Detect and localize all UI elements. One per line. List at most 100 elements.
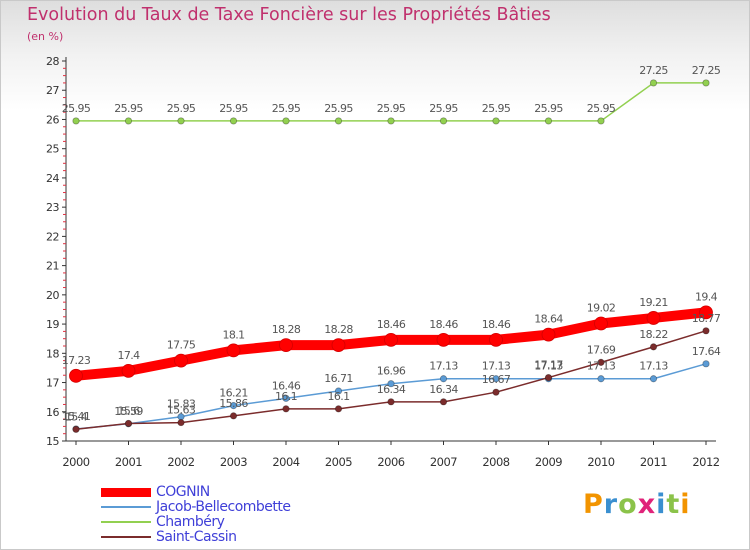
data-point	[121, 363, 136, 378]
data-point	[334, 387, 343, 395]
data-label: 17.75	[167, 339, 196, 352]
data-point	[69, 368, 83, 383]
y-tick-label: 18	[46, 347, 59, 360]
x-tick-label: 2001	[115, 455, 142, 469]
data-label: 17.13	[429, 360, 458, 373]
data-point	[649, 375, 658, 383]
data-label: 25.95	[167, 102, 196, 115]
data-label: 19.21	[639, 296, 668, 309]
data-point	[594, 316, 608, 331]
data-label: 16.67	[482, 373, 511, 386]
data-point	[334, 405, 343, 413]
data-point	[597, 117, 605, 125]
data-label: 18.46	[429, 318, 458, 331]
data-label: 17.4	[117, 349, 140, 362]
legend-label: Jacob-Bellecombette	[156, 499, 291, 515]
data-point	[226, 343, 241, 358]
data-point	[124, 419, 133, 428]
data-label: 19.4	[695, 290, 718, 303]
data-point	[334, 117, 343, 125]
data-label: 16.1	[327, 390, 349, 403]
legend-swatch	[101, 487, 151, 497]
data-label: 25.95	[377, 102, 406, 115]
data-label: 25.95	[114, 102, 143, 115]
data-point	[436, 332, 451, 347]
data-point	[649, 343, 658, 351]
data-label: 18.46	[482, 318, 511, 331]
data-point	[174, 353, 188, 368]
y-axis-unit-label: (en %)	[27, 30, 64, 43]
data-point	[282, 394, 290, 402]
data-label: 25.95	[482, 102, 511, 115]
y-tick-label: 15	[46, 435, 59, 448]
line-chart: 15 16 17 18 19 20 21 22 23 24 25 26 27 28 2000 2001 2002…	[46, 55, 721, 469]
data-label: 15.59	[114, 405, 143, 418]
data-label: 17.13	[534, 360, 563, 373]
data-label: 27.25	[639, 64, 668, 77]
x-tick-label: 2003	[220, 455, 247, 469]
data-point	[124, 117, 133, 125]
legend-swatch	[101, 506, 151, 508]
legend-swatch	[101, 536, 151, 538]
data-point	[544, 117, 553, 125]
legend-swatch	[101, 521, 151, 523]
data-point	[387, 380, 395, 388]
y-tick-label: 16	[46, 406, 59, 419]
data-label: 17.13	[482, 360, 511, 373]
data-label: 17.23	[62, 354, 91, 367]
data-label: 18.77	[692, 312, 721, 325]
x-tick-label: 2010	[587, 455, 614, 469]
x-tick-label: 2007	[430, 455, 457, 469]
data-point	[597, 375, 605, 383]
data-label: 18.46	[377, 318, 406, 331]
data-label: 16.34	[429, 383, 458, 396]
data-point	[331, 338, 346, 353]
x-tick-label: 2011	[640, 455, 667, 469]
data-label: 17.13	[639, 360, 668, 373]
data-label: 16.46	[272, 379, 301, 392]
data-point	[646, 311, 661, 325]
data-label: 25.95	[219, 102, 248, 115]
data-label: 15.83	[167, 398, 196, 411]
data-label: 27.25	[692, 64, 721, 77]
data-point	[279, 338, 293, 353]
y-tick-label: 21	[46, 260, 59, 273]
data-point	[702, 327, 710, 335]
x-tick-label: 2009	[535, 455, 562, 469]
data-point	[177, 117, 185, 125]
data-label: 18.64	[534, 313, 563, 326]
data-label: 25.95	[534, 102, 563, 115]
data-point	[702, 79, 710, 87]
data-point	[72, 117, 80, 125]
x-tick-label: 2005	[325, 455, 352, 469]
data-label: 17.13	[587, 360, 616, 373]
data-point	[702, 360, 710, 368]
x-tick-label: 2012	[692, 455, 719, 469]
y-tick-label: 19	[46, 318, 59, 331]
data-label: 15.41	[62, 410, 91, 423]
data-point	[72, 425, 80, 433]
data-point	[439, 398, 448, 406]
data-point	[282, 405, 290, 413]
y-tick-label: 20	[46, 289, 59, 302]
data-label: 16.1	[275, 390, 297, 403]
y-tick-label: 28	[46, 55, 59, 68]
x-tick-label: 2002	[167, 455, 194, 469]
logo-letter: r	[603, 489, 619, 520]
x-tick-label: 2004	[272, 455, 299, 469]
data-point	[177, 418, 185, 427]
logo-letter: P	[583, 489, 604, 520]
logo-letter: i	[656, 489, 667, 520]
y-tick-label: 24	[46, 172, 59, 185]
legend-label: Chambéry	[156, 514, 225, 530]
data-label: 16.96	[377, 365, 406, 378]
y-tick-label: 22	[46, 230, 59, 243]
logo-letter: i	[680, 489, 691, 520]
chart-title: Evolution du Taux de Taxe Foncière sur l…	[27, 5, 551, 25]
data-point	[699, 305, 713, 320]
data-point	[282, 117, 290, 125]
y-tick-label: 25	[46, 143, 59, 156]
data-label: 25.95	[429, 102, 458, 115]
data-label: 18.22	[639, 328, 668, 341]
